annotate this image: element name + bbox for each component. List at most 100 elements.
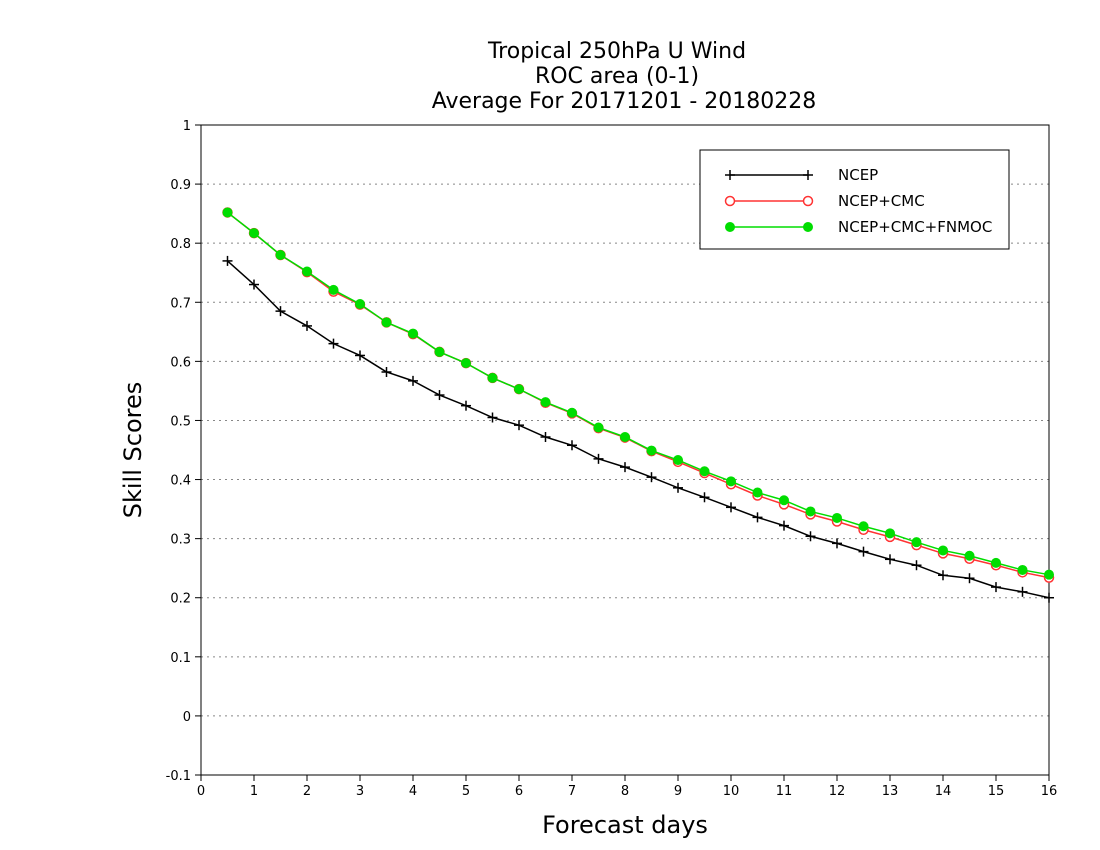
data-point: [434, 390, 445, 401]
data-point: [726, 502, 736, 513]
title-line-2: ROC area (0-1): [535, 64, 699, 89]
data-point: [540, 397, 551, 408]
y-tick-label: -0.1: [166, 769, 191, 784]
x-axis-title: Forecast days: [542, 811, 708, 839]
y-tick-label: 1: [183, 119, 191, 134]
data-point: [249, 279, 259, 290]
data-point: [620, 432, 630, 442]
legend: NCEP NCEP+CMC NCEP+CMC+FNMOC: [699, 149, 1010, 250]
data-point: [673, 455, 683, 466]
data-point: [249, 228, 259, 239]
series-line: [227, 211, 1050, 576]
data-point: [1017, 586, 1028, 597]
y-tick-label: 0: [183, 710, 191, 725]
data-point: [355, 350, 365, 361]
x-tick-label: 2: [303, 784, 311, 799]
data-point: [355, 299, 365, 310]
legend-box: [699, 149, 1010, 250]
data-point: [911, 537, 922, 548]
data-point: [832, 512, 842, 523]
data-point: [434, 346, 445, 357]
data-point: [885, 528, 895, 539]
data-point: [381, 317, 392, 328]
data-point: [514, 420, 524, 431]
series-ncep: [222, 255, 1054, 603]
x-tick-label: 14: [935, 784, 952, 799]
y-tick-label: 0.6: [170, 355, 191, 370]
data-point: [328, 284, 339, 295]
y-axis-title: Skill Scores: [119, 382, 147, 519]
data-point: [699, 492, 710, 503]
data-point: [991, 557, 1001, 568]
data-point: [275, 306, 286, 317]
legend-label: NCEP+CMC+FNMOC: [838, 218, 992, 236]
y-tick-label: 0.3: [170, 533, 191, 548]
data-point: [832, 538, 842, 549]
data-point: [803, 222, 813, 232]
x-tick-label: 16: [1041, 784, 1058, 799]
data-point: [938, 570, 948, 581]
x-tick-label: 6: [515, 784, 523, 799]
title-line-1: Tropical 250hPa U Wind: [487, 39, 746, 64]
data-point: [911, 560, 922, 571]
x-tick-label: 15: [988, 784, 1005, 799]
x-tick-label: 3: [356, 784, 364, 799]
chart-title: Tropical 250hPa U Wind ROC area (0-1) Av…: [432, 39, 817, 114]
x-tick-label: 13: [882, 784, 899, 799]
data-point: [752, 487, 763, 498]
data-point: [779, 520, 789, 531]
x-tick-label: 5: [462, 784, 470, 799]
data-point: [514, 384, 524, 395]
data-point: [752, 512, 763, 523]
y-tick-label: 0.9: [170, 178, 191, 193]
x-tick-label: 8: [621, 784, 629, 799]
series-ncep-cmc: [222, 207, 1055, 583]
x-tick-label: 0: [197, 784, 205, 799]
data-point: [567, 440, 577, 451]
series-layer: [222, 207, 1055, 603]
data-point: [858, 546, 869, 557]
y-axis: -0.1 0 0.1 0.2 0.3 0.4 0.5 0.6 0.7 0.8 0.9 1: [166, 119, 201, 784]
data-point: [620, 462, 630, 473]
data-point: [724, 195, 736, 207]
data-point: [461, 358, 471, 369]
data-point: [938, 545, 948, 556]
x-axis: 0 1 2 3 4 5 6 7 8 9 10 11 12 13 14 15 16: [197, 775, 1057, 799]
x-tick-label: 11: [776, 784, 793, 799]
data-point: [725, 222, 735, 232]
data-point: [1044, 592, 1054, 603]
data-point: [646, 445, 657, 456]
data-point: [222, 207, 233, 218]
title-line-3: Average For 20171201 - 20180228: [432, 89, 817, 114]
data-point: [328, 338, 339, 349]
y-tick-label: 0.1: [170, 651, 191, 666]
y-tick-label: 0.7: [170, 296, 191, 311]
data-point: [487, 412, 498, 423]
legend-label: NCEP+CMC: [838, 192, 925, 210]
data-point: [408, 375, 418, 386]
series-line: [227, 260, 1050, 599]
data-point: [725, 170, 735, 180]
legend-item: NCEP+CMC+FNMOC: [725, 218, 992, 236]
data-point: [381, 367, 392, 377]
legend-item: NCEP: [725, 166, 878, 184]
data-point: [302, 320, 312, 331]
data-point: [487, 372, 498, 383]
data-point: [885, 554, 895, 565]
data-point: [964, 573, 975, 584]
y-tick-label: 0.8: [170, 237, 191, 252]
data-point: [567, 407, 577, 418]
data-point: [805, 506, 816, 517]
y-tick-label: 0.2: [170, 592, 191, 607]
data-point: [673, 482, 683, 493]
data-point: [779, 495, 789, 506]
data-point: [461, 400, 471, 411]
y-tick-label: 0.5: [170, 414, 191, 429]
data-point: [593, 422, 604, 433]
x-tick-label: 7: [568, 784, 576, 799]
data-point: [805, 531, 816, 542]
data-point: [991, 582, 1001, 593]
y-tick-label: 0.4: [170, 474, 191, 489]
x-tick-label: 1: [250, 784, 258, 799]
